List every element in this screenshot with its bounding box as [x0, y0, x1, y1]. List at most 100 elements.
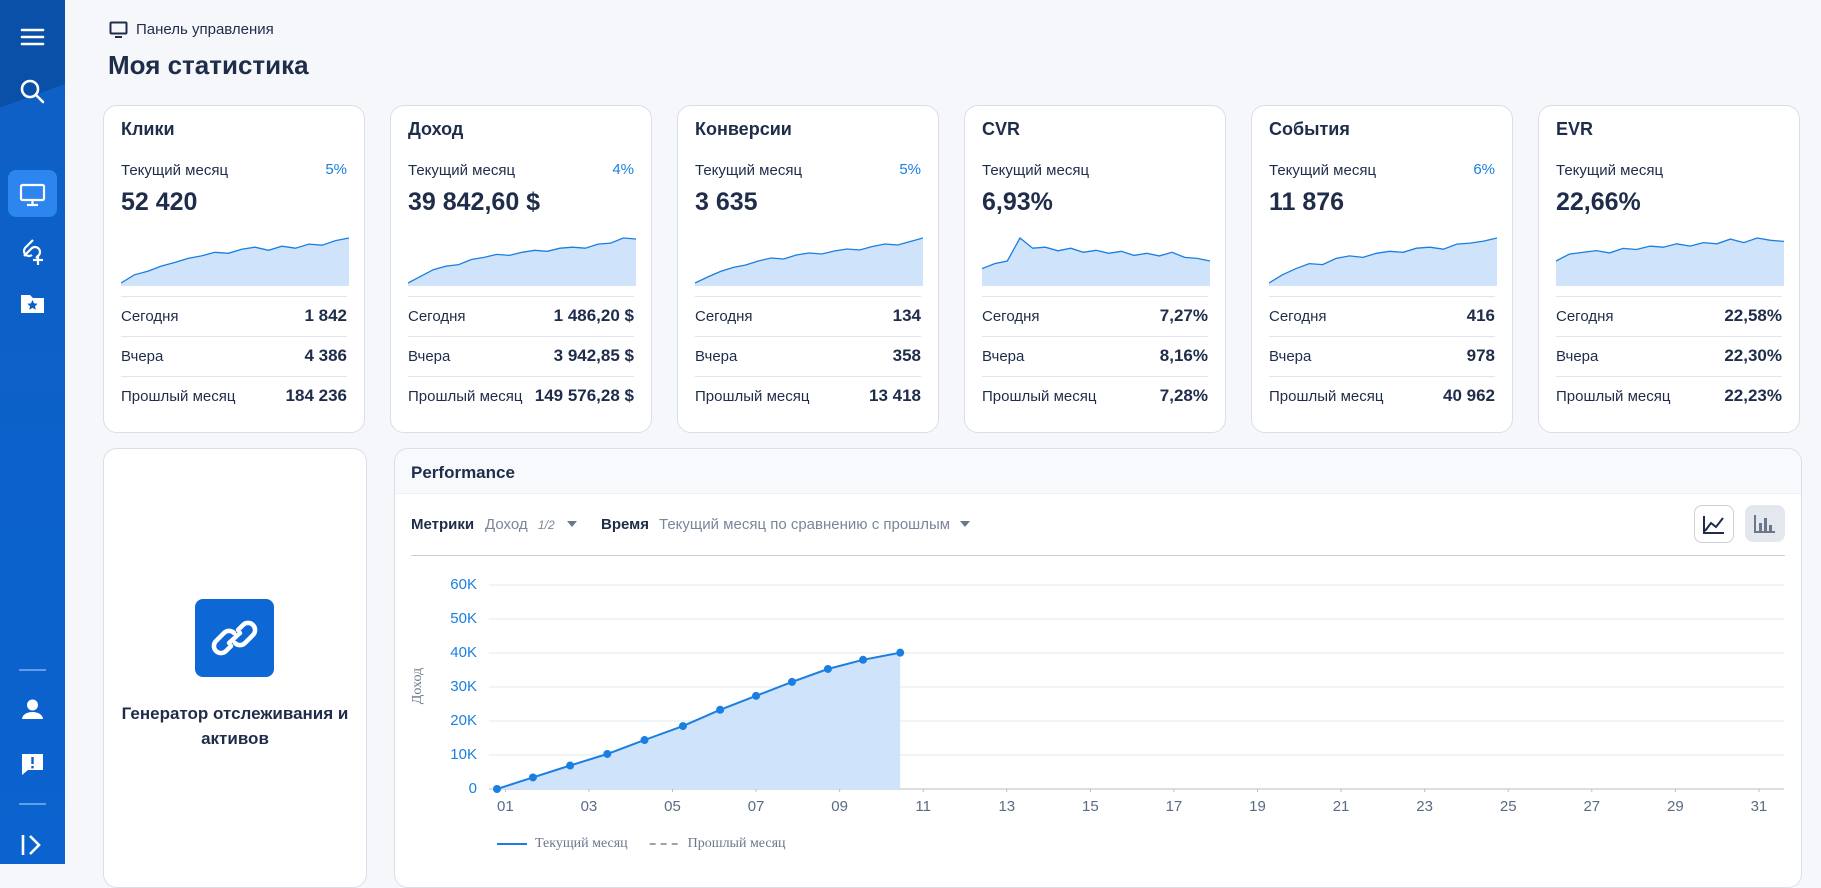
stat-card[interactable]: События Текущий месяц 6% 11 876 Сегодня 416 Вч… — [1251, 105, 1513, 433]
row-value: 7,27% — [1159, 306, 1208, 325]
card-title: События — [1269, 119, 1350, 139]
row-value: 416 — [1466, 306, 1495, 325]
generator-card[interactable]: Генератор отслеживания и активов — [103, 448, 367, 888]
row-separator — [1556, 296, 1782, 297]
sidebar-icons — [8, 28, 57, 855]
row-label: Сегодня — [408, 307, 466, 325]
sparkline-area — [695, 238, 923, 286]
stat-card[interactable]: CVR Текущий месяц 6,93% Сегодня 7,27% Вчера 8,… — [964, 105, 1226, 433]
stat-row: Прошлый месяц 40 962 — [1269, 376, 1495, 416]
stat-row: Вчера 4 386 — [121, 336, 347, 376]
generator-label: Генератор отслеживания и активов — [121, 704, 349, 748]
row-label: Сегодня — [695, 307, 753, 325]
sparkline — [408, 237, 636, 286]
stat-row: Вчера 978 — [1269, 336, 1495, 376]
time-select[interactable]: Текущий месяц по сравнению с прошлым — [659, 516, 951, 533]
row-label: Вчера — [1556, 347, 1599, 365]
sparkline-line — [1269, 237, 1497, 284]
panel-title: Performance — [411, 463, 515, 482]
row-label: Сегодня — [1556, 307, 1614, 325]
period-label: Текущий месяц — [1269, 162, 1377, 179]
row-value: 134 — [892, 306, 921, 325]
row-separator — [121, 376, 347, 377]
row-separator — [982, 336, 1208, 337]
period-label: Текущий месяц — [1556, 162, 1664, 179]
row-value: 1 842 — [304, 306, 347, 325]
row-separator — [408, 336, 634, 337]
favorites-button[interactable] — [21, 295, 44, 313]
row-label: Вчера — [695, 347, 738, 365]
row-label: Прошлый месяц — [408, 387, 523, 405]
row-value: 1 486,20 $ — [553, 306, 634, 325]
caret[interactable] — [960, 521, 970, 527]
card-title: Доход — [408, 119, 464, 139]
sparkline-line — [695, 237, 923, 284]
current-value: 3 635 — [695, 188, 758, 216]
metrics-select[interactable]: Доход — [485, 516, 528, 533]
metrics-label: Метрики — [411, 516, 475, 533]
monitor-icon — [109, 21, 128, 38]
sparkline-area — [982, 238, 1210, 286]
sparkline-area — [1269, 238, 1497, 286]
sparkline-line — [121, 237, 349, 284]
stat-row: Сегодня 1 486,20 $ — [408, 296, 634, 336]
divider — [411, 555, 1785, 556]
caret[interactable] — [567, 521, 577, 527]
row-separator — [1269, 336, 1495, 337]
row-separator — [1556, 376, 1782, 377]
stat-row: Прошлый месяц 149 576,28 $ — [408, 376, 634, 416]
row-value: 13 418 — [869, 386, 921, 405]
row-label: Прошлый месяц — [1269, 387, 1384, 405]
current-value: 39 842,60 $ — [408, 188, 541, 216]
row-value: 978 — [1466, 346, 1495, 365]
sparkline-area — [1556, 238, 1784, 286]
breadcrumb: Панель управления — [136, 21, 274, 38]
search-button[interactable] — [20, 79, 45, 104]
links-button[interactable] — [22, 239, 43, 265]
sparkline — [695, 237, 923, 286]
change: 5% — [325, 161, 347, 178]
row-label: Вчера — [121, 347, 164, 365]
card-title: Конверсии — [695, 119, 792, 139]
current-value: 22,66% — [1556, 188, 1641, 216]
profile-button[interactable] — [22, 699, 43, 720]
active-item[interactable] — [8, 170, 57, 217]
row-separator — [408, 296, 634, 297]
row-label: Вчера — [982, 347, 1025, 365]
sparkline — [1269, 237, 1497, 286]
row-label: Вчера — [1269, 347, 1312, 365]
stat-row: Вчера 3 942,85 $ — [408, 336, 634, 376]
panel-header — [395, 449, 1801, 494]
current-value: 52 420 — [121, 188, 198, 216]
stat-card[interactable]: Доход Текущий месяц 4% 39 842,60 $ Сегодня 1 … — [390, 105, 652, 433]
period-label: Текущий месяц — [408, 162, 516, 179]
row-value: 8,16% — [1159, 346, 1208, 365]
feedback-button[interactable] — [22, 754, 43, 775]
row-value: 358 — [892, 346, 921, 365]
bar-view-button[interactable] — [1745, 505, 1785, 542]
stat-row: Сегодня 7,27% — [982, 296, 1208, 336]
row-separator — [408, 376, 634, 377]
sparkline — [1556, 237, 1784, 286]
row-label: Сегодня — [1269, 307, 1327, 325]
menu-button[interactable] — [20, 28, 45, 46]
performance-panel: Performance Метрики Доход 1/2 Время Теку… — [394, 448, 1802, 888]
row-separator — [695, 296, 921, 297]
stat-card[interactable]: Клики Текущий месяц 5% 52 420 Сегодня 1 842 Вч… — [103, 105, 365, 433]
card-title: Клики — [121, 119, 175, 139]
stat-row: Вчера 358 — [695, 336, 921, 376]
row-value: 22,23% — [1724, 386, 1782, 405]
expand-button[interactable] — [21, 835, 41, 855]
time-label: Время — [601, 516, 649, 533]
row-value: 22,30% — [1724, 346, 1782, 365]
line-view-button[interactable] — [1694, 505, 1734, 543]
row-separator — [982, 296, 1208, 297]
current-value: 6,93% — [982, 188, 1053, 216]
stat-row: Вчера 8,16% — [982, 336, 1208, 376]
stat-card[interactable]: EVR Текущий месяц 22,66% Сегодня 22,58% Вчера… — [1538, 105, 1800, 433]
sidebar — [0, 0, 65, 864]
metrics-count: 1/2 — [538, 518, 555, 532]
row-separator — [982, 376, 1208, 377]
row-label: Прошлый месяц — [982, 387, 1097, 405]
stat-card[interactable]: Конверсии Текущий месяц 5% 3 635 Сегодня 134 В… — [677, 105, 939, 433]
